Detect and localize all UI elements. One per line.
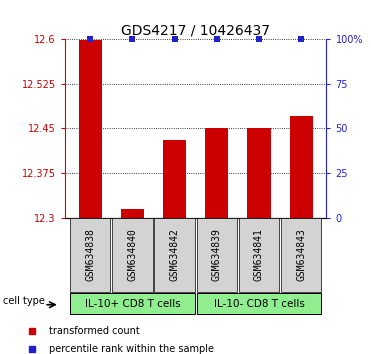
Bar bbox=[121, 209, 144, 218]
Bar bbox=[197, 293, 321, 314]
Text: IL-10+ CD8 T cells: IL-10+ CD8 T cells bbox=[85, 298, 180, 309]
Title: GDS4217 / 10426437: GDS4217 / 10426437 bbox=[121, 24, 270, 38]
Text: GSM634842: GSM634842 bbox=[170, 228, 180, 281]
Bar bbox=[205, 129, 229, 218]
Bar bbox=[197, 218, 237, 292]
Text: IL-10- CD8 T cells: IL-10- CD8 T cells bbox=[214, 298, 305, 309]
Bar bbox=[239, 218, 279, 292]
Bar bbox=[163, 140, 186, 218]
Bar bbox=[79, 40, 102, 218]
Text: GSM634839: GSM634839 bbox=[212, 228, 222, 281]
Text: percentile rank within the sample: percentile rank within the sample bbox=[49, 344, 214, 354]
Bar bbox=[70, 293, 195, 314]
Text: transformed count: transformed count bbox=[49, 326, 140, 336]
Text: GSM634838: GSM634838 bbox=[85, 228, 95, 281]
Bar bbox=[290, 116, 313, 218]
Text: cell type: cell type bbox=[3, 296, 45, 306]
Text: GSM634840: GSM634840 bbox=[127, 228, 137, 281]
Bar bbox=[70, 218, 111, 292]
Text: GSM634841: GSM634841 bbox=[254, 228, 264, 281]
Bar bbox=[154, 218, 195, 292]
Bar bbox=[281, 218, 321, 292]
Text: GSM634843: GSM634843 bbox=[296, 228, 306, 281]
Bar bbox=[247, 129, 270, 218]
Bar bbox=[112, 218, 153, 292]
